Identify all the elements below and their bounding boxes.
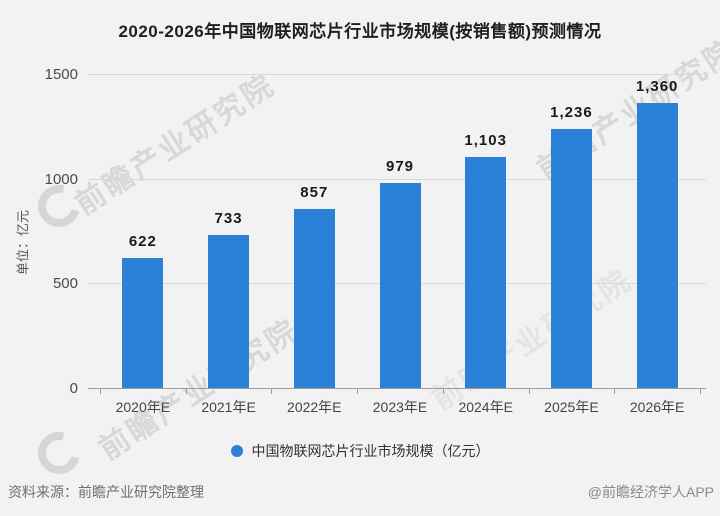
y-tick-label: 0 — [69, 380, 78, 397]
bar-value-label: 979 — [385, 158, 415, 176]
gridline — [88, 74, 706, 75]
bar-value-label: 857 — [300, 183, 329, 201]
credit-note: @前瞻经济学人APP — [587, 484, 714, 500]
x-axis-tick — [442, 389, 444, 394]
x-tick-label: 2025年E — [544, 399, 599, 415]
legend-marker-icon — [230, 445, 243, 457]
gridline — [88, 178, 706, 180]
bar — [293, 208, 335, 388]
bar — [636, 103, 678, 388]
watermark-text: 前瞻产业研究院 — [69, 68, 282, 222]
x-axis-tick — [100, 389, 101, 394]
x-axis-tick — [528, 389, 530, 394]
x-axis-tick — [185, 389, 187, 394]
x-tick-label: 2022年E — [287, 399, 342, 415]
x-tick-label: 2020年E — [115, 399, 171, 415]
bar-value-label: 1,360 — [635, 78, 679, 96]
x-axis-tick — [700, 389, 701, 394]
x-tick-label: 2026年E — [629, 399, 685, 415]
bar — [550, 129, 592, 388]
x-tick-label: 2021年E — [201, 399, 256, 415]
y-tick-label: 1500 — [44, 66, 78, 83]
bar — [379, 183, 421, 388]
legend-label: 中国物联网芯片行业市场规模（亿元） — [251, 443, 490, 459]
bar-value-label: 1,103 — [464, 132, 507, 150]
y-tick-label: 500 — [52, 275, 78, 293]
watermark-text: 前瞻产业研究院 — [426, 263, 639, 417]
source-note: 资料来源：前瞻产业研究院整理 — [8, 484, 204, 500]
y-tick-label: 1000 — [44, 170, 78, 188]
chart-legend: 中国物联网芯片行业市场规模（亿元） — [0, 441, 720, 461]
bar — [208, 234, 250, 388]
x-axis-tick — [614, 389, 616, 394]
bar-value-label: 733 — [214, 209, 243, 227]
bar — [465, 157, 507, 388]
x-axis-tick — [271, 389, 273, 394]
chart-title: 2020-2026年中国物联网芯片行业市场规模(按销售额)预测情况 — [118, 22, 602, 41]
bar — [122, 257, 164, 388]
x-tick-label: 2023年E — [372, 399, 428, 415]
bar-value-label: 1,236 — [550, 104, 593, 122]
x-tick-label: 2024年E — [458, 399, 513, 415]
x-axis-line — [88, 388, 706, 389]
bar-value-label: 622 — [128, 232, 157, 250]
x-axis-tick — [357, 389, 359, 394]
